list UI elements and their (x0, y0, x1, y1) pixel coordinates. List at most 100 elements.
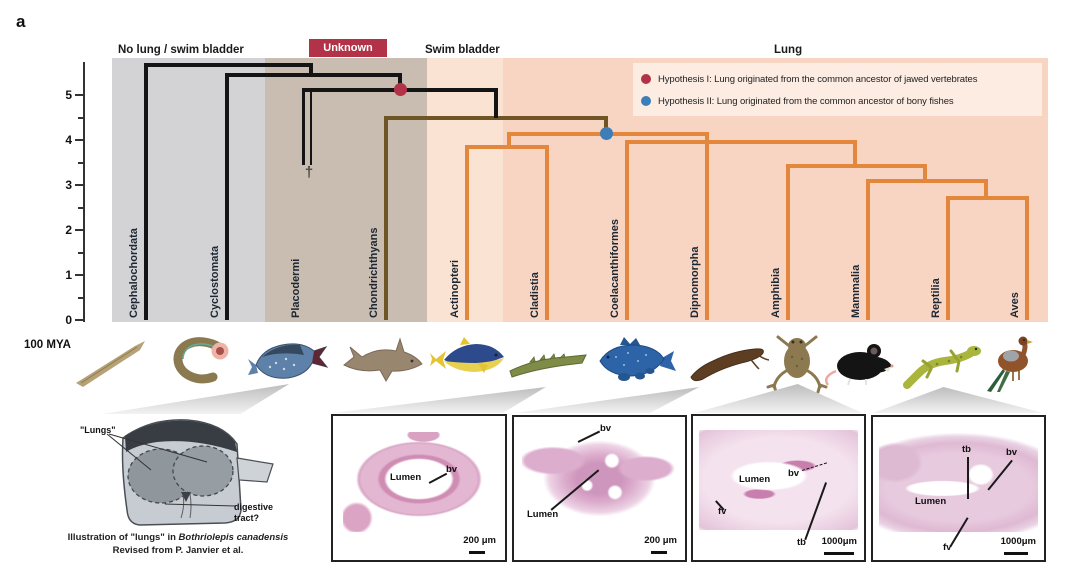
axis-unit-label: 100 MYA (24, 339, 71, 351)
stem-actinopterygii (507, 132, 511, 147)
axis-tick-label: 3 (65, 178, 72, 192)
hypothesis-2-node-dot (600, 127, 613, 140)
branch-cyclostomata (225, 73, 229, 320)
scale-bar (651, 551, 667, 554)
stem-sauropsida (984, 179, 988, 198)
taxon-label-mammalia: Mammalia (850, 264, 862, 318)
tb-leader-line (967, 457, 969, 499)
taxon-label-cephalochordata: Cephalochordata (128, 228, 140, 318)
clade-bracket-chondrichthyes (384, 116, 608, 120)
placoderm-icon (248, 333, 332, 395)
axis-tick-label: 4 (65, 133, 72, 147)
axis-minor-tick (78, 117, 84, 119)
histology-panel-2: bv Lumen 200 μm (512, 415, 687, 562)
header-lung: Lung (774, 44, 803, 56)
bothriolepis-anatomy-illustration (95, 418, 285, 530)
taxon-label-coelacanthiformes: Coelacanthiformes (609, 218, 621, 318)
stem-gnathostomata (398, 73, 402, 90)
taxon-label-aves: Aves (1009, 292, 1021, 318)
axis-minor-tick (78, 162, 84, 164)
branch-cladistia (545, 145, 549, 320)
tb-label: tb (962, 444, 971, 455)
axis-tick (75, 139, 84, 141)
axis-tick (75, 274, 84, 276)
axis-tick (75, 94, 84, 96)
axis-minor-tick (78, 207, 84, 209)
scale-bar (1004, 552, 1028, 555)
clade-bracket-tetrapoda (786, 164, 927, 168)
branch-cephalochordata (144, 63, 148, 320)
bichir-icon (506, 333, 590, 395)
scale-bar (824, 552, 854, 555)
branch-mammalia (866, 179, 870, 320)
coelacanth-icon (594, 333, 678, 395)
scale-label: 1000μm (821, 536, 857, 547)
caption-species: Bothriolepis canadensis (178, 532, 289, 543)
histology-panel-3: Lumen bv fv tb 1000μm (691, 414, 866, 562)
legend-text: Hypothesis I: Lung originated from the c… (658, 73, 978, 85)
branch-placodermi-right (309, 88, 312, 165)
digestive-annotation-line2: tract? (234, 513, 260, 523)
axis-tick (75, 184, 84, 186)
fv-label: fv (718, 506, 727, 517)
lancelet-icon (73, 333, 157, 395)
panel-label: a (16, 12, 26, 31)
lumen-label: Lumen (739, 474, 771, 485)
axis-tick-label: 5 (65, 88, 72, 102)
taxon-label-chondrichthyans: Chondrichthyans (368, 227, 380, 318)
band-no-lung (112, 58, 265, 322)
frog-icon (762, 333, 846, 395)
branch-placodermi-left (302, 88, 305, 165)
branch-dipnomorpha (705, 132, 709, 320)
clade-bracket-vertebrata (225, 73, 402, 77)
tb-label: tb (797, 537, 806, 548)
lungs-annotation: "Lungs" (80, 425, 116, 435)
clade-bracket-actinopterygii (465, 145, 549, 149)
bv-label: bv (600, 423, 612, 434)
taxon-label-reptilia: Reptilia (930, 278, 942, 318)
hypothesis-1-node-dot (394, 83, 407, 96)
stem-amniota (923, 164, 927, 181)
taxon-label-dipnomorpha: Dipnomorpha (689, 246, 701, 319)
caption-prefix: Illustration of "lungs" in (67, 532, 179, 543)
bird-icon (973, 333, 1057, 395)
lizard-icon (901, 333, 985, 395)
branch-aves (1025, 196, 1029, 320)
legend-text: Hypothesis II: Lung originated from the … (658, 95, 954, 107)
shark-icon (340, 333, 424, 395)
extinction-dagger: † (304, 164, 314, 181)
band-unknown (265, 58, 427, 322)
histology-image-2 (522, 431, 677, 530)
branch-reptilia (946, 196, 950, 320)
branch-actinopteri (465, 145, 469, 320)
legend-item-hypothesis-1: Hypothesis I: Lung originated from the c… (641, 72, 977, 86)
scale-label: 200 μm (644, 535, 677, 546)
axis-tick (75, 319, 84, 321)
bv-label: bv (446, 464, 458, 475)
hypothesis-1-dot-icon (641, 74, 651, 84)
header-no-lung: No lung / swim bladder (118, 44, 244, 56)
clade-bracket-sauropsida (946, 196, 1029, 200)
axis-minor-tick (78, 297, 84, 299)
clade-bracket-sarcopterygii (625, 140, 857, 144)
clade-bracket-amniota (866, 179, 988, 183)
hypothesis-legend: Hypothesis I: Lung originated from the c… (633, 63, 1042, 116)
scale-label: 200 μm (463, 535, 496, 546)
lumen-label: Lumen (527, 509, 559, 520)
axis-tick (75, 229, 84, 231)
histology-image-4 (879, 433, 1038, 532)
stem-tetrapoda (853, 140, 857, 166)
axis-tick-label: 0 (65, 313, 72, 327)
mouse-icon (820, 333, 904, 395)
axis-minor-tick (78, 252, 84, 254)
bv-label: bv (788, 468, 800, 479)
scale-bar (469, 551, 485, 554)
taxon-label-placodermi: Placodermi (290, 258, 302, 318)
stem-chondrichthyes-osteichthyes (494, 88, 498, 118)
histology-panel-1: Lumen bv 200 μm (331, 414, 507, 562)
taxon-label-actinopteri: Actinopteri (449, 259, 461, 318)
scale-label: 1000μm (1000, 536, 1036, 547)
branch-coelacanthiformes (625, 140, 629, 320)
anatomy-caption: Illustration of "lungs" in Bothriolepis … (52, 531, 304, 557)
